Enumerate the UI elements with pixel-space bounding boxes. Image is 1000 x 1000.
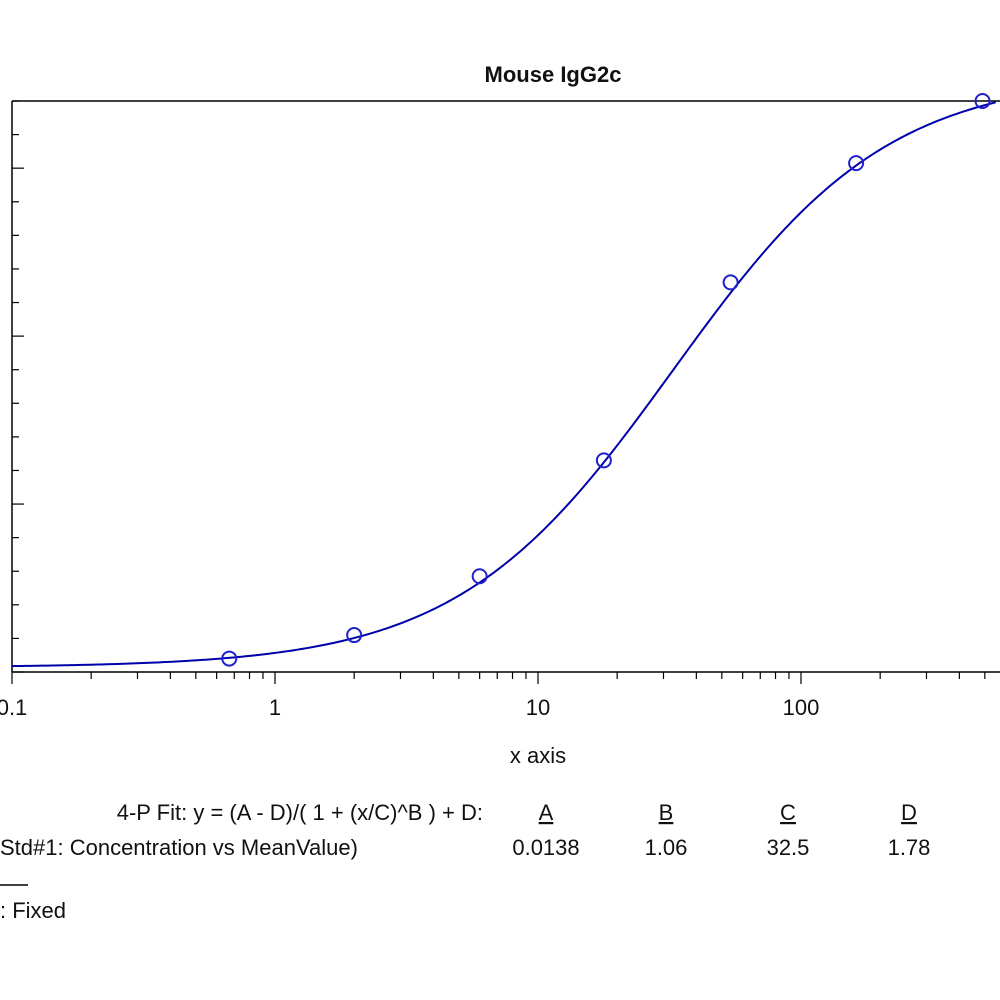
data-point bbox=[346, 627, 363, 644]
fit-info-panel: 4-P Fit: y = (A - D)/( 1 + (x/C)^B ) + D… bbox=[0, 800, 930, 923]
x-tick-label: 100 bbox=[783, 695, 820, 720]
std-row-label: Std#1: Concentration vs MeanValue) bbox=[0, 835, 358, 860]
data-point bbox=[722, 274, 739, 291]
param-value-d: 1.78 bbox=[888, 835, 931, 860]
x-axis-label: x axis bbox=[510, 743, 566, 768]
param-value-a: 0.0138 bbox=[512, 835, 579, 860]
data-points bbox=[221, 93, 991, 667]
chart-title: Mouse IgG2c bbox=[485, 62, 622, 87]
fixed-footnote: : Fixed bbox=[0, 898, 66, 923]
data-point bbox=[595, 452, 612, 469]
fit-equation: 4-P Fit: y = (A - D)/( 1 + (x/C)^B ) + D… bbox=[117, 800, 483, 825]
plot-frame bbox=[11, 100, 1000, 673]
data-point bbox=[471, 568, 488, 585]
data-point bbox=[848, 155, 865, 172]
x-tick-label: 10 bbox=[526, 695, 550, 720]
param-header-b: B bbox=[659, 800, 674, 825]
param-value-c: 32.5 bbox=[767, 835, 810, 860]
x-tick-label: 1 bbox=[269, 695, 281, 720]
param-header-a: A bbox=[539, 800, 554, 825]
x-axis-ticks bbox=[11, 672, 986, 684]
param-value-b: 1.06 bbox=[645, 835, 688, 860]
data-point bbox=[974, 93, 991, 109]
param-header-d: D bbox=[901, 800, 917, 825]
data-point bbox=[221, 650, 238, 667]
x-tick-label: 0.1 bbox=[0, 695, 27, 720]
y-axis-ticks bbox=[12, 100, 24, 673]
x-axis-tick-labels: 0.1 1 10 100 bbox=[0, 695, 819, 720]
fit-curve bbox=[11, 101, 996, 668]
param-header-c: C bbox=[780, 800, 796, 825]
